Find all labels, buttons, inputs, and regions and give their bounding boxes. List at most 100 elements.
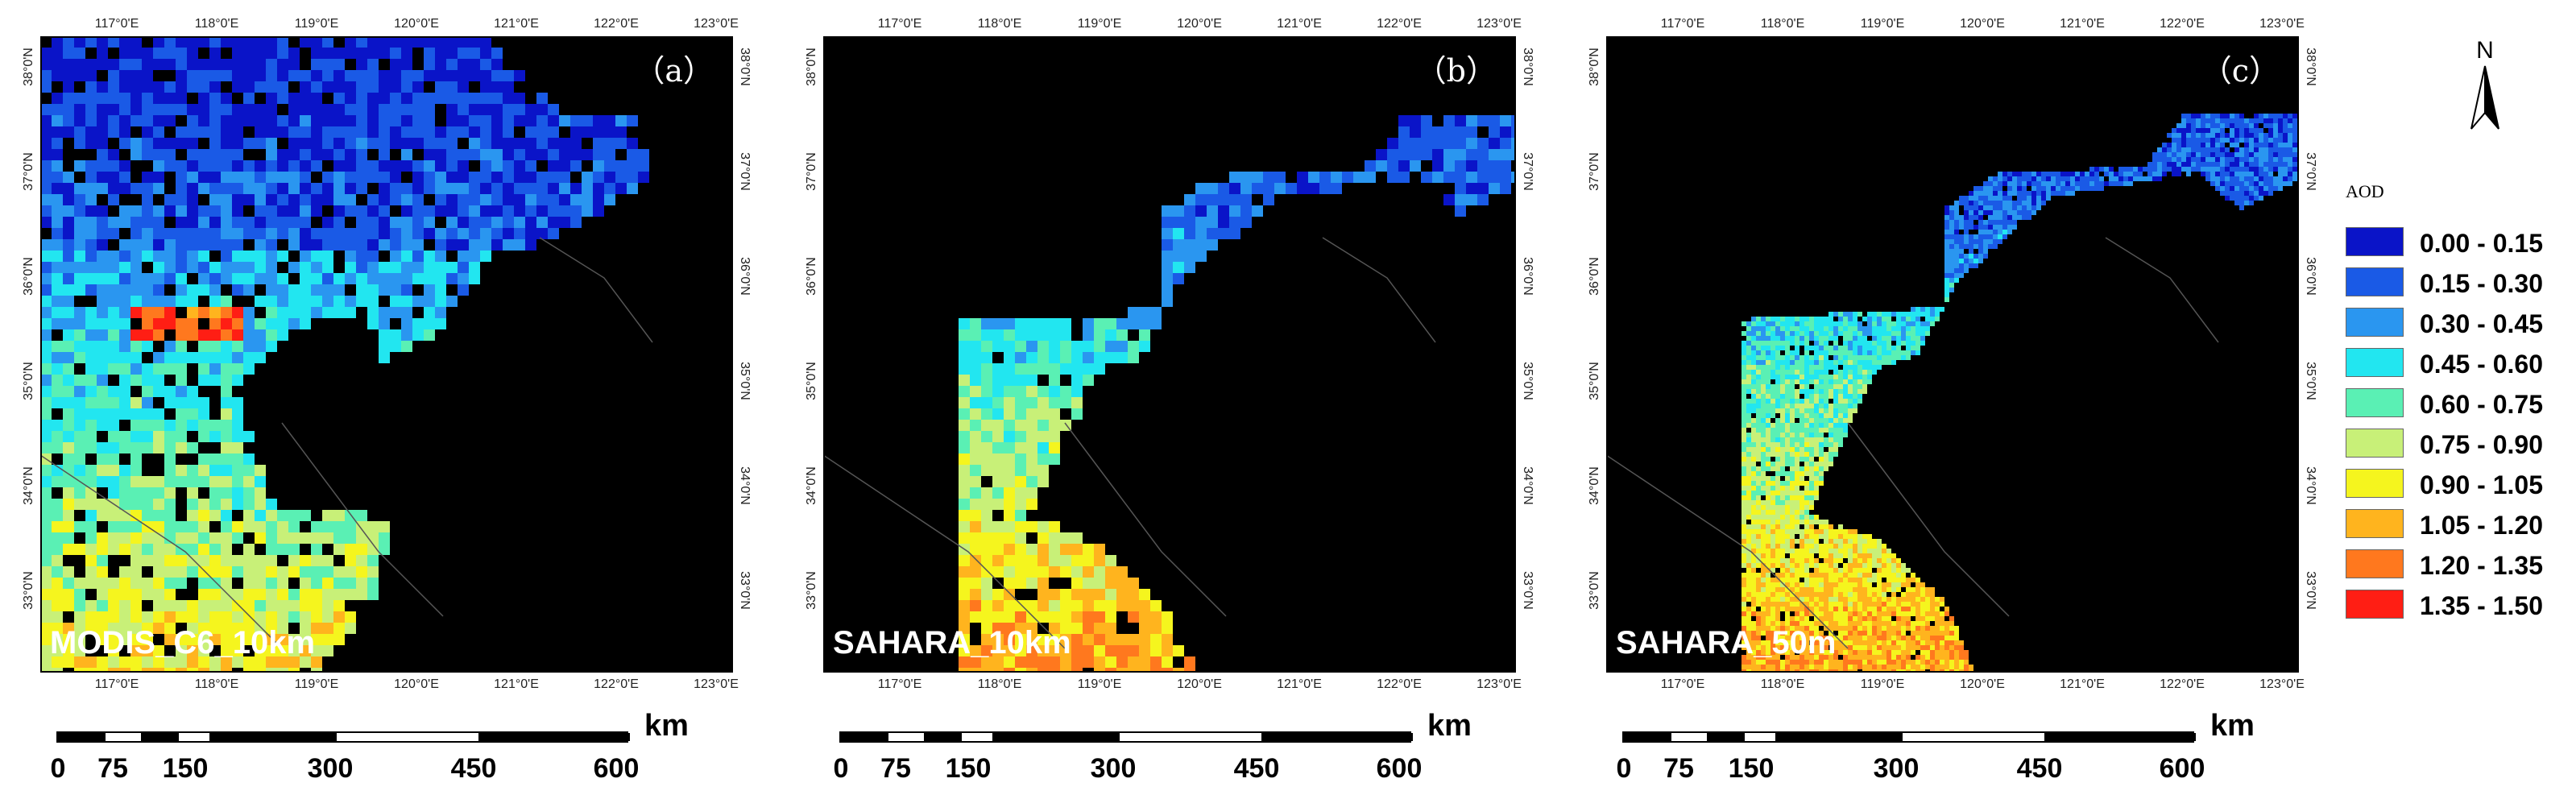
lon-tick-label: 122°0'E — [2160, 677, 2205, 691]
lon-tick-label: 118°0'E — [194, 17, 239, 31]
legend-title: AOD — [2346, 181, 2384, 201]
legend-label: 0.45 - 0.60 — [2420, 350, 2543, 379]
lat-tick-label: 37°0'N — [22, 152, 35, 191]
dataset-label: MODIS_C6_10km — [50, 625, 316, 661]
lon-tick-label: 121°0'E — [494, 17, 539, 31]
lon-tick-label: 118°0'E — [194, 677, 239, 691]
scale-label: 150 — [162, 753, 209, 784]
scale-label: 150 — [1728, 753, 1775, 784]
scale-bar — [56, 731, 630, 743]
lat-tick-label: 34°0'N — [1521, 466, 1534, 505]
aod-map-b: （b） SAHARA_10km — [823, 36, 1516, 673]
scale-unit: km — [2210, 709, 2255, 743]
lat-tick-label: 38°0'N — [22, 48, 35, 86]
scale-unit: km — [644, 709, 689, 743]
lon-tick-label: 121°0'E — [1277, 17, 1322, 31]
legend-label: 1.35 - 1.50 — [2420, 591, 2543, 620]
lon-tick-label: 121°0'E — [2060, 677, 2105, 691]
lon-tick-label: 122°0'E — [2160, 17, 2205, 31]
dataset-label: SAHARA_50m — [1616, 625, 1837, 661]
lat-tick-label: 33°0'N — [738, 571, 752, 610]
scale-label: 600 — [1376, 753, 1423, 784]
scale-label: 450 — [450, 753, 497, 784]
legend-label: 0.60 - 0.75 — [2420, 390, 2543, 419]
map-panel-a: （a） MODIS_C6_10km 117°0'E 117°0'E 118°0'E 1… — [0, 0, 773, 791]
lon-tick-label: 119°0'E — [294, 677, 339, 691]
aod-raster-c — [1606, 114, 2299, 673]
lon-tick-label: 121°0'E — [1277, 677, 1322, 691]
scale-label: 300 — [1090, 753, 1137, 784]
lat-tick-label: 34°0'N — [1588, 466, 1601, 505]
lat-tick-label: 38°0'N — [1521, 48, 1534, 86]
lon-tick-label: 118°0'E — [1760, 677, 1805, 691]
lon-tick-label: 118°0'E — [977, 677, 1022, 691]
lon-tick-label: 120°0'E — [394, 17, 439, 31]
legend-label: 0.90 - 1.05 — [2420, 470, 2543, 499]
lat-tick-label: 34°0'N — [738, 466, 752, 505]
scale-label: 600 — [2159, 753, 2205, 784]
scale-label: 75 — [1663, 753, 1694, 784]
lon-tick-label: 122°0'E — [594, 17, 639, 31]
lat-tick-label: 38°0'N — [805, 48, 818, 86]
lon-tick-label: 120°0'E — [1177, 677, 1222, 691]
lon-tick-label: 117°0'E — [1660, 17, 1705, 31]
lat-tick-label: 33°0'N — [22, 571, 35, 610]
lat-tick-label: 33°0'N — [2304, 571, 2317, 610]
scale-label: 0 — [1616, 753, 1632, 784]
legend-label: 0.30 - 0.45 — [2420, 309, 2543, 338]
legend-swatch — [2346, 348, 2404, 377]
aod-raster-a — [40, 36, 653, 673]
map-panel-c: （c） SAHARA_50m 117°0'E 117°0'E 118°0'E 118°… — [1566, 0, 2339, 791]
lat-tick-label: 35°0'N — [738, 362, 752, 400]
lon-tick-label: 121°0'E — [494, 677, 539, 691]
lon-tick-label: 117°0'E — [877, 677, 922, 691]
aod-raster-b — [823, 115, 1516, 673]
lon-tick-label: 121°0'E — [2060, 17, 2105, 31]
panel-label: （b） — [1415, 53, 1497, 89]
lon-tick-label: 122°0'E — [1377, 17, 1422, 31]
lon-tick-label: 122°0'E — [1377, 677, 1422, 691]
lon-tick-label: 122°0'E — [594, 677, 639, 691]
dataset-label: SAHARA_10km — [833, 625, 1071, 661]
legend-label: 0.15 - 0.30 — [2420, 269, 2543, 298]
north-arrow-icon: N — [2470, 37, 2499, 130]
lon-tick-label: 117°0'E — [94, 17, 139, 31]
scale-label: 75 — [97, 753, 128, 784]
scale-bar — [839, 731, 1413, 743]
lat-tick-label: 37°0'N — [2304, 152, 2317, 191]
lat-tick-label: 34°0'N — [2304, 466, 2317, 505]
legend-swatch — [2346, 227, 2404, 256]
lat-tick-label: 36°0'N — [738, 257, 752, 296]
scale-label: 0 — [833, 753, 849, 784]
lon-tick-label: 123°0'E — [1476, 17, 1522, 31]
scale-label: 600 — [593, 753, 640, 784]
lon-tick-label: 119°0'E — [1077, 17, 1122, 31]
aod-map-c: （c） SAHARA_50m — [1606, 36, 2299, 673]
lat-tick-label: 35°0'N — [2304, 362, 2317, 400]
lon-tick-label: 120°0'E — [1177, 17, 1222, 31]
scale-label: 75 — [880, 753, 911, 784]
lat-tick-label: 36°0'N — [805, 257, 818, 296]
legend-label: 1.20 - 1.35 — [2420, 551, 2543, 580]
scale-label: 300 — [1873, 753, 1920, 784]
lat-tick-label: 37°0'N — [805, 152, 818, 191]
lon-tick-label: 118°0'E — [1760, 17, 1805, 31]
legend-label: 1.05 - 1.20 — [2420, 511, 2543, 540]
lon-tick-label: 123°0'E — [2259, 17, 2305, 31]
map-panel-b: （b） SAHARA_10km 117°0'E 117°0'E 118°0'E 118… — [783, 0, 1556, 791]
legend-swatch — [2346, 429, 2404, 458]
legend-swatch — [2346, 469, 2404, 498]
lat-tick-label: 37°0'N — [1588, 152, 1601, 191]
lon-tick-label: 118°0'E — [977, 17, 1022, 31]
lat-tick-label: 33°0'N — [805, 571, 818, 610]
scale-label: 300 — [307, 753, 354, 784]
scale-unit: km — [1427, 709, 1472, 743]
lat-tick-label: 38°0'N — [738, 48, 752, 86]
panel-label: （c） — [2201, 53, 2280, 89]
legend-swatch — [2346, 388, 2404, 417]
lat-tick-label: 36°0'N — [2304, 257, 2317, 296]
scale-bar — [1622, 731, 2196, 743]
scale-label: 450 — [1233, 753, 1280, 784]
lat-tick-label: 35°0'N — [805, 362, 818, 400]
lon-tick-label: 119°0'E — [1860, 17, 1905, 31]
